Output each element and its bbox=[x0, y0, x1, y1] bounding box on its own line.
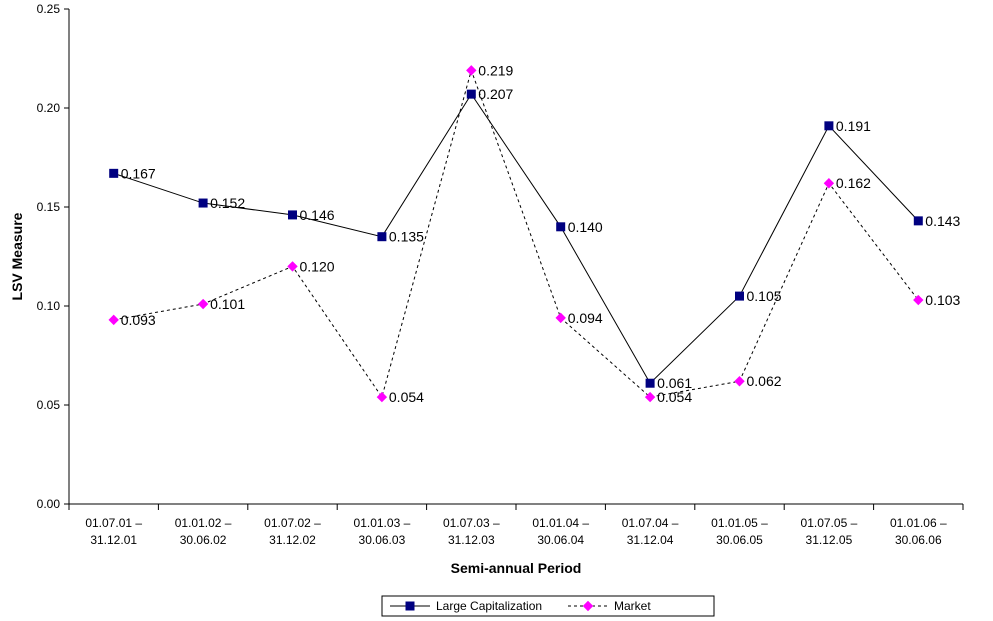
data-label-market: 0.120 bbox=[300, 258, 335, 274]
x-tick-label: 31.12.04 bbox=[627, 533, 674, 547]
data-label-large-cap: 0.061 bbox=[657, 375, 692, 391]
data-label-large-cap: 0.143 bbox=[925, 213, 960, 229]
data-label-market: 0.219 bbox=[478, 62, 513, 78]
x-axis-title: Semi-annual Period bbox=[451, 560, 582, 576]
y-tick-label: 0.20 bbox=[37, 101, 61, 115]
x-tick-label: 01.01.03 – bbox=[354, 516, 411, 530]
x-tick-label: 01.07.03 – bbox=[443, 516, 500, 530]
legend: Large Capitalization Market bbox=[381, 595, 715, 617]
data-label-large-cap: 0.146 bbox=[300, 207, 335, 223]
x-tick-label: 31.12.03 bbox=[448, 533, 495, 547]
legend-box bbox=[381, 595, 715, 617]
x-tick-label: 30.06.06 bbox=[895, 533, 942, 547]
data-point-large-cap bbox=[645, 378, 655, 388]
series-line-large-cap bbox=[113, 93, 919, 385]
data-point-market bbox=[823, 178, 835, 189]
data-label-large-cap: 0.167 bbox=[121, 165, 156, 181]
y-tick-label: 0.15 bbox=[37, 200, 61, 214]
x-tick-label: 30.06.05 bbox=[716, 533, 763, 547]
x-tick-label: 01.01.05 – bbox=[711, 516, 768, 530]
data-label-market: 0.054 bbox=[657, 389, 692, 405]
x-tick-label: 31.12.02 bbox=[269, 533, 316, 547]
data-point-large-cap bbox=[824, 121, 834, 131]
data-point-large-cap bbox=[913, 216, 923, 226]
data-point-large-cap bbox=[556, 222, 566, 232]
x-tick-label: 01.01.06 – bbox=[890, 516, 947, 530]
data-point-large-cap bbox=[735, 291, 744, 301]
data-point-market bbox=[108, 314, 119, 326]
data-point-large-cap bbox=[109, 168, 119, 178]
data-label-large-cap: 0.191 bbox=[836, 118, 871, 134]
y-tick-label: 0.25 bbox=[37, 2, 61, 16]
data-label-market: 0.103 bbox=[925, 292, 960, 308]
data-labels-layer: 0.167 0.152 0.146 0.135 0.207 0.140 0.061 0.105… bbox=[121, 62, 961, 405]
x-tick-label: 01.07.02 – bbox=[264, 516, 321, 530]
x-tick-label: 01.07.04 – bbox=[622, 516, 679, 530]
data-label-market: 0.094 bbox=[568, 310, 603, 326]
data-point-market bbox=[376, 391, 388, 403]
x-tick-label: 31.12.05 bbox=[806, 533, 853, 547]
data-point-market bbox=[644, 391, 656, 403]
data-label-market: 0.093 bbox=[121, 312, 156, 328]
data-point-market bbox=[734, 376, 745, 387]
data-point-market bbox=[555, 312, 566, 324]
data-point-large-cap bbox=[198, 198, 208, 208]
data-label-large-cap: 0.105 bbox=[747, 288, 782, 304]
y-tick-label: 0.05 bbox=[37, 398, 61, 412]
x-tick-label: 01.07.01 – bbox=[85, 516, 142, 530]
data-label-market: 0.101 bbox=[210, 296, 245, 312]
axes: 0.00 0.05 0.10 0.15 0.20 0.25 01.07.01 – 31.12.… bbox=[37, 2, 964, 547]
data-point-large-cap bbox=[288, 210, 297, 220]
data-point-market bbox=[287, 261, 298, 272]
x-tick-label: 31.12.01 bbox=[90, 533, 137, 547]
x-tick-label: 01.07.05 – bbox=[801, 516, 858, 530]
data-point-large-cap bbox=[377, 232, 387, 242]
data-label-large-cap: 0.135 bbox=[389, 229, 424, 245]
y-tick-label: 0.00 bbox=[37, 497, 61, 511]
x-tick-label: 30.06.04 bbox=[537, 533, 584, 547]
series-line-market bbox=[113, 68, 919, 399]
data-label-large-cap: 0.152 bbox=[210, 195, 245, 211]
legend-label-large-cap: Large Capitalization bbox=[436, 599, 542, 613]
data-point-market bbox=[466, 65, 477, 76]
data-point-large-cap bbox=[466, 89, 476, 99]
legend-marker-large-cap bbox=[405, 601, 415, 611]
data-label-market: 0.062 bbox=[747, 373, 782, 389]
x-tick-label: 30.06.02 bbox=[180, 533, 227, 547]
x-tick-label: 01.01.04 – bbox=[532, 516, 589, 530]
x-tick-label: 01.01.02 – bbox=[175, 516, 232, 530]
data-label-large-cap: 0.207 bbox=[478, 86, 513, 102]
data-label-market: 0.054 bbox=[389, 389, 424, 405]
y-axis-title: LSV Measure bbox=[9, 212, 25, 300]
x-tick-label: 30.06.03 bbox=[359, 533, 406, 547]
data-point-market bbox=[913, 294, 924, 306]
legend-marker-market bbox=[582, 600, 594, 612]
data-label-market: 0.162 bbox=[836, 175, 871, 191]
data-label-large-cap: 0.140 bbox=[568, 219, 603, 235]
data-point-market bbox=[197, 298, 209, 310]
y-tick-label: 0.10 bbox=[37, 299, 61, 313]
series-layer bbox=[108, 65, 924, 403]
legend-label-market: Market bbox=[614, 599, 651, 613]
